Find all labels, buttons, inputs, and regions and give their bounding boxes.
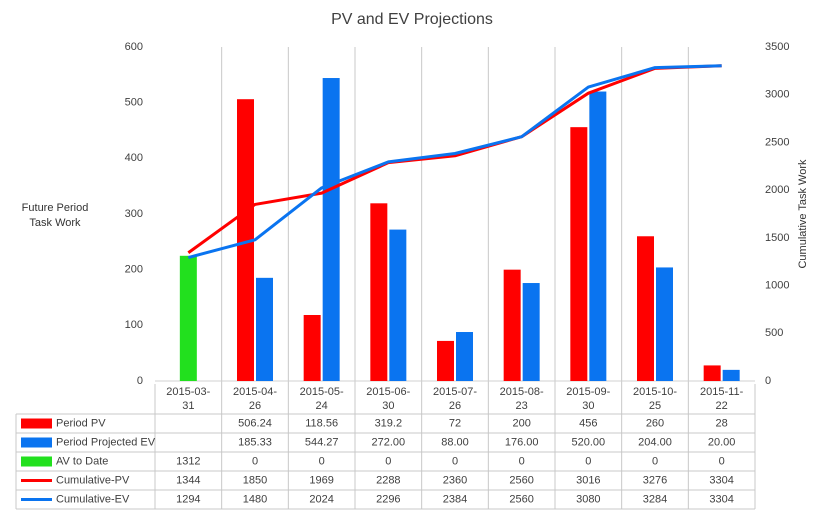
bar: [179, 255, 197, 381]
y2-tick-label: 2500: [765, 136, 789, 148]
bar: [370, 203, 388, 381]
legend-key: [21, 456, 52, 467]
bar: [303, 315, 321, 381]
x-tick-label: 2015-11-22: [700, 386, 744, 412]
x-tick-label: 2015-09-30: [566, 386, 610, 412]
legend-key: [21, 437, 52, 448]
table-cell: 456: [579, 417, 597, 429]
y2-axis-label: Cumulative Task Work: [797, 159, 809, 269]
x-tick-label: 2015-07-26: [433, 386, 477, 412]
table-cell: 1344: [176, 474, 200, 486]
x-tick-label: 2015-05-24: [300, 386, 344, 412]
table-cell: 28: [716, 417, 728, 429]
table-cell: 3304: [709, 493, 733, 505]
line: [187, 64, 722, 259]
table-cell: 2384: [443, 493, 467, 505]
table-cell: 20.00: [708, 436, 736, 448]
table-cell: 2296: [376, 493, 400, 505]
table-cell: 272.00: [372, 436, 406, 448]
table-cell: 0: [652, 455, 658, 467]
y2-tick-label: 0: [765, 375, 771, 387]
table-cell: 2024: [309, 493, 333, 505]
bar: [637, 236, 654, 381]
bar: [503, 269, 521, 381]
legend-label: Period Projected EV: [56, 436, 156, 448]
y2-tick-label: 3500: [765, 41, 789, 53]
y-tick-label: 0: [137, 375, 143, 387]
legend-label: AV to Date: [56, 455, 108, 467]
table-cell: 1480: [243, 493, 267, 505]
y2-tick-label: 3000: [765, 89, 789, 101]
x-tick-label: 2015-03-31: [166, 386, 210, 412]
chart-title: PV and EV Projections: [331, 11, 493, 28]
table-cell: 520.00: [572, 436, 606, 448]
table-cell: 0: [319, 455, 325, 467]
table-cell: 3080: [576, 493, 600, 505]
bar: [656, 267, 673, 381]
y-tick-label: 400: [125, 152, 143, 164]
table-cell: 0: [519, 455, 525, 467]
x-tick-label: 2015-10-25: [633, 386, 677, 412]
table-cell: 88.00: [441, 436, 469, 448]
table-cell: 0: [719, 455, 725, 467]
table-cell: 0: [252, 455, 258, 467]
bar: [389, 229, 407, 381]
legend-label: Period PV: [56, 417, 106, 429]
table-cell: 1294: [176, 493, 200, 505]
y-tick-label: 100: [125, 319, 143, 331]
bar: [456, 332, 473, 381]
table-cell: 2560: [509, 474, 533, 486]
table-cell: 204.00: [638, 436, 672, 448]
table-cell: 1969: [309, 474, 333, 486]
table-cell: 544.27: [305, 436, 339, 448]
x-tick-label: 2015-08-23: [500, 386, 544, 412]
y2-tick-label: 500: [765, 327, 783, 339]
table-cell: 1850: [243, 474, 267, 486]
y2-tick-label: 1500: [765, 232, 789, 244]
table-cell: 118.56: [305, 417, 338, 429]
table-cell: 176.00: [505, 436, 539, 448]
table-cell: 506.24: [238, 417, 272, 429]
table-cell: 2288: [376, 474, 400, 486]
table-cell: 0: [385, 455, 391, 467]
table-cell: 1312: [176, 455, 200, 467]
line: [187, 64, 722, 254]
table-cell: 72: [449, 417, 461, 429]
bar: [703, 365, 721, 381]
bar: [322, 78, 340, 381]
table-cell: 3276: [643, 474, 667, 486]
table-cell: 3304: [709, 474, 733, 486]
bar: [522, 283, 540, 381]
table-cell: 3016: [576, 474, 600, 486]
y2-tick-label: 1000: [765, 279, 789, 291]
y-tick-label: 200: [125, 264, 143, 276]
bar: [256, 277, 273, 381]
bar: [437, 340, 454, 381]
legend-key: [21, 418, 52, 429]
legend-label: Cumulative-PV: [56, 474, 130, 486]
y2-tick-label: 2000: [765, 184, 789, 196]
table-cell: 260: [646, 417, 664, 429]
table-cell: 0: [452, 455, 458, 467]
bar: [589, 91, 607, 382]
table-cell: 2360: [443, 474, 467, 486]
table-cell: 319.2: [375, 417, 403, 429]
table-cell: 3284: [643, 493, 667, 505]
table-cell: 185.33: [238, 436, 272, 448]
x-tick-label: 2015-06-30: [366, 386, 410, 412]
x-tick-label: 2015-04-26: [233, 386, 277, 412]
y-tick-label: 300: [125, 208, 143, 220]
legend-label: Cumulative-EV: [56, 493, 130, 505]
bar: [237, 99, 254, 382]
y-tick-label: 600: [125, 41, 143, 53]
bar: [722, 369, 740, 381]
y-axis-label: Future Period Task Work: [22, 202, 89, 229]
table-cell: 0: [585, 455, 591, 467]
table-cell: 2560: [509, 493, 533, 505]
bar: [570, 127, 588, 381]
table-cell: 200: [512, 417, 530, 429]
y-tick-label: 500: [125, 97, 143, 109]
